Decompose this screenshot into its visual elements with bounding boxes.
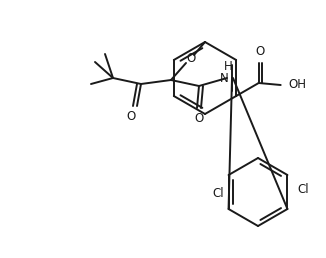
Text: O: O <box>194 111 204 125</box>
Text: Cl: Cl <box>297 183 309 196</box>
Text: O: O <box>186 52 196 64</box>
Text: H: H <box>224 60 232 73</box>
Text: Cl: Cl <box>213 187 224 200</box>
Text: O: O <box>126 109 136 123</box>
Text: N: N <box>220 71 229 85</box>
Text: OH: OH <box>289 78 307 92</box>
Text: O: O <box>256 45 265 58</box>
